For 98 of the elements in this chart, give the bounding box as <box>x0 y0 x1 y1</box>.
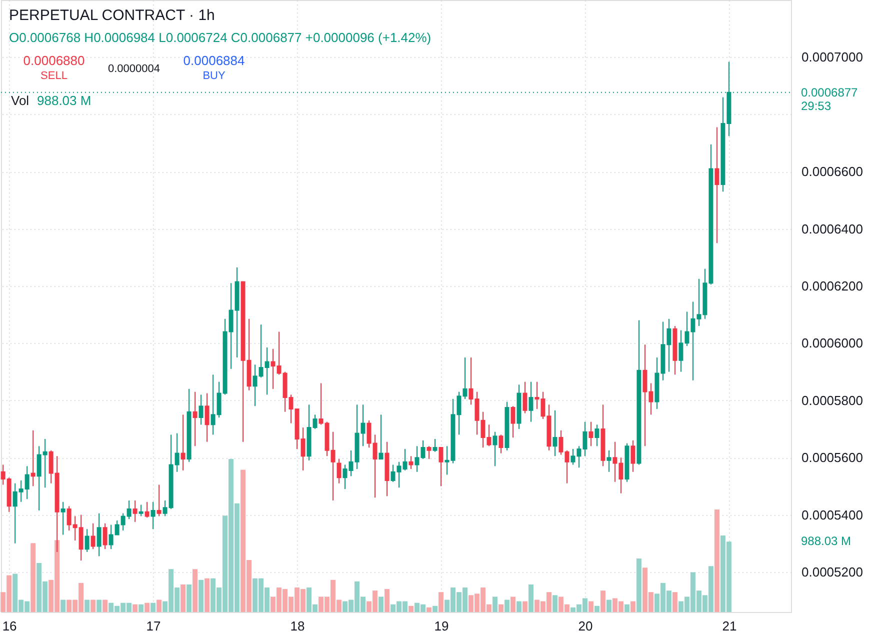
bar <box>60 600 66 612</box>
candlestick <box>552 410 558 457</box>
candlestick <box>378 414 384 460</box>
text: O0.0006768 H0.0006984 L0.0006724 C0.0006877 +0.0000096 (+1.42%) <box>9 30 432 45</box>
candlestick <box>426 446 432 460</box>
candlestick <box>522 381 528 414</box>
bar <box>528 584 534 612</box>
bar <box>138 604 144 612</box>
candlestick <box>594 424 600 447</box>
candlestick <box>408 456 414 470</box>
bar <box>198 580 204 612</box>
x-tick-label: 21 <box>722 618 737 634</box>
bar <box>600 590 606 612</box>
candlestick <box>150 501 156 530</box>
bar <box>84 600 90 612</box>
annotation: 0.0000004 <box>108 63 160 75</box>
bar <box>144 602 150 612</box>
candlestick <box>132 500 138 522</box>
bar <box>588 601 594 612</box>
bar <box>426 607 432 612</box>
candlestick <box>204 392 210 442</box>
candlestick <box>138 504 144 517</box>
x-tick-label: 16 <box>2 618 17 634</box>
bar <box>378 596 384 612</box>
candlestick <box>96 512 102 557</box>
bar <box>630 601 636 612</box>
text: 988.03 M <box>801 534 852 548</box>
bar <box>606 600 612 612</box>
bar <box>516 601 522 612</box>
bar <box>102 600 108 612</box>
x-tick-label: 20 <box>578 618 593 634</box>
y-tick-label: 0.0005400 <box>802 507 863 522</box>
bar <box>510 596 516 612</box>
x-tick-label: 18 <box>290 618 305 634</box>
bar <box>438 592 444 612</box>
y-tick-label: 0.0005800 <box>802 392 863 408</box>
bar <box>192 569 198 612</box>
y-tick-label: 0.0006400 <box>802 221 863 236</box>
candlestick <box>438 447 444 487</box>
bar <box>624 604 630 612</box>
candlestick <box>30 430 36 487</box>
bar <box>204 578 210 612</box>
candlestick <box>144 501 150 518</box>
candlestick <box>180 414 186 471</box>
candlestick <box>60 501 66 536</box>
bar <box>186 584 192 612</box>
candlestick <box>630 440 636 472</box>
chart-title: Vol <box>11 93 30 108</box>
bar <box>504 600 510 612</box>
y-tick-label: 0.0005200 <box>802 564 863 580</box>
bar <box>150 602 156 612</box>
bar <box>156 600 162 612</box>
ref-line-label: 0.0006877 <box>801 85 858 100</box>
candlestick <box>102 522 108 550</box>
candlestick <box>714 126 720 244</box>
y-tick-label: 0.0006200 <box>802 278 863 294</box>
candlestick <box>198 394 204 426</box>
y-tick-label: 0.0006000 <box>802 336 863 351</box>
x-tick-label: 17 <box>146 618 161 634</box>
candlestick <box>528 381 534 422</box>
annotation: 988.03 M <box>37 93 92 108</box>
annotation: BUY <box>202 70 226 82</box>
candlestick <box>498 434 504 454</box>
y-tick-label: 0.0007000 <box>802 50 863 65</box>
bar <box>132 604 138 612</box>
candlestick <box>588 421 594 447</box>
bar <box>594 606 600 612</box>
bar <box>384 589 390 612</box>
candlestick <box>90 522 96 550</box>
candlestick <box>606 450 612 472</box>
y-tick-label: 0.0005600 <box>802 450 863 466</box>
candlestick <box>156 484 162 517</box>
annotation: 0.0006884 <box>183 53 245 68</box>
text: 29:53 <box>801 99 832 113</box>
y-tick-label: 0.0006600 <box>802 164 863 180</box>
chart-title: PERPETUAL CONTRACT · 1h <box>9 7 215 24</box>
bar <box>636 558 642 612</box>
bar <box>96 600 102 612</box>
candlestick <box>492 431 498 467</box>
candlestick <box>84 528 90 552</box>
annotation: 0.0006880 <box>23 53 85 68</box>
candlestick <box>192 391 198 447</box>
bar <box>90 600 96 612</box>
candlestick <box>336 458 342 484</box>
bar <box>522 601 528 612</box>
candlestick <box>510 406 516 438</box>
bar <box>492 596 498 612</box>
bar <box>672 592 678 612</box>
bar <box>30 543 36 612</box>
bar <box>552 595 558 612</box>
bar <box>180 584 186 612</box>
x-tick-label: 19 <box>434 618 449 634</box>
bar <box>714 509 720 612</box>
annotation: SELL <box>40 70 68 82</box>
bar <box>498 604 504 612</box>
bar <box>432 606 438 612</box>
candlestick <box>432 438 438 452</box>
bar <box>408 606 414 612</box>
